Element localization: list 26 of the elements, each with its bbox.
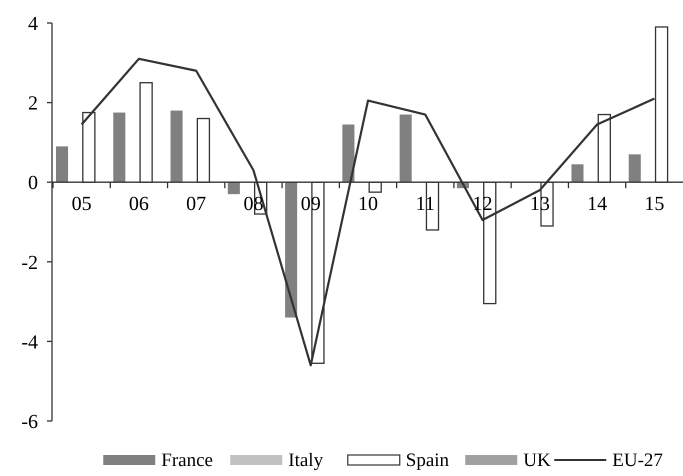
legend-label: EU-27 bbox=[612, 450, 663, 471]
y-tick-label: 4 bbox=[28, 13, 38, 35]
bar bbox=[342, 124, 354, 182]
y-tick-label: -6 bbox=[21, 411, 38, 433]
y-tick-label: 2 bbox=[28, 92, 38, 115]
bar bbox=[400, 114, 412, 182]
bar bbox=[628, 154, 641, 182]
y-tick-label: -2 bbox=[21, 252, 38, 274]
bar bbox=[571, 164, 584, 182]
bar bbox=[170, 110, 183, 182]
x-tick-label: 15 bbox=[644, 193, 664, 216]
x-tick-label: 10 bbox=[358, 193, 378, 216]
y-tick-label: 0 bbox=[28, 172, 38, 194]
legend-label: France bbox=[161, 450, 213, 471]
x-tick-label: 05 bbox=[72, 193, 92, 216]
x-tick-label: 06 bbox=[128, 193, 149, 216]
legend-label: Spain bbox=[406, 450, 450, 471]
bar bbox=[56, 146, 68, 182]
legend-label: UK bbox=[523, 450, 551, 471]
y-tick-label: -4 bbox=[21, 331, 38, 354]
bar bbox=[285, 182, 298, 318]
bar bbox=[228, 182, 240, 194]
x-tick-label: 14 bbox=[587, 193, 608, 216]
legend-label: Italy bbox=[288, 450, 324, 471]
bar bbox=[113, 112, 126, 182]
x-tick-label: 07 bbox=[186, 193, 206, 216]
